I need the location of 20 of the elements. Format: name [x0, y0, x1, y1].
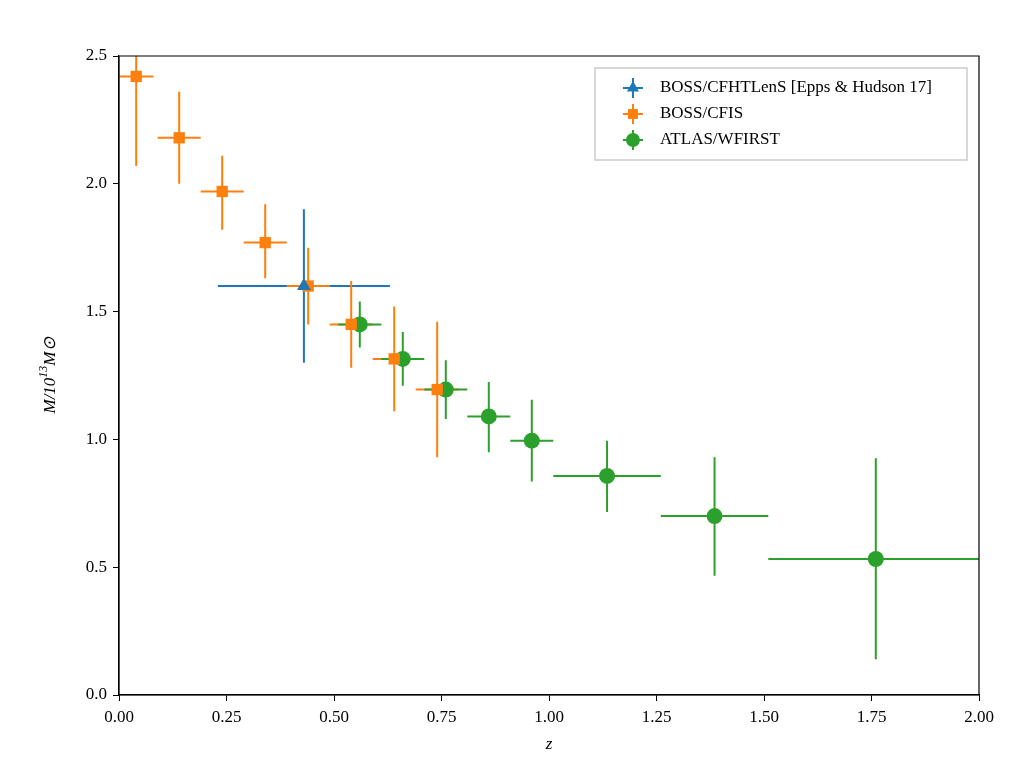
- legend-label: ATLAS/WFIRST: [659, 129, 781, 149]
- y-tick-label: 1.5: [85, 301, 107, 321]
- y-tick-label: 0.0: [85, 684, 107, 704]
- y-axis-title: M/1013M⊙: [36, 336, 60, 415]
- x-tick-label: 1.75: [856, 706, 887, 726]
- x-tick-label: 0.50: [319, 706, 349, 726]
- x-axis-title: z: [544, 734, 553, 754]
- legend-label: BOSS/CFIS: [659, 103, 744, 123]
- x-tick-label: 0.00: [104, 706, 134, 726]
- y-tick-label: 0.5: [85, 556, 107, 576]
- y-tick-label: 1.0: [85, 428, 107, 448]
- x-tick-label: 0.25: [211, 706, 242, 726]
- x-tick-label: 1.50: [749, 706, 779, 726]
- y-tick-label: 2.5: [85, 45, 107, 65]
- x-tick-label: 0.75: [426, 706, 457, 726]
- legend-label: BOSS/CFHTLenS [Epps & Hudson 17]: [659, 77, 933, 97]
- x-tick-label: 1.25: [641, 706, 672, 726]
- x-tick-label: 1.00: [534, 706, 564, 726]
- x-tick-label: 2.00: [964, 706, 994, 726]
- y-tick-label: 2.0: [85, 173, 107, 193]
